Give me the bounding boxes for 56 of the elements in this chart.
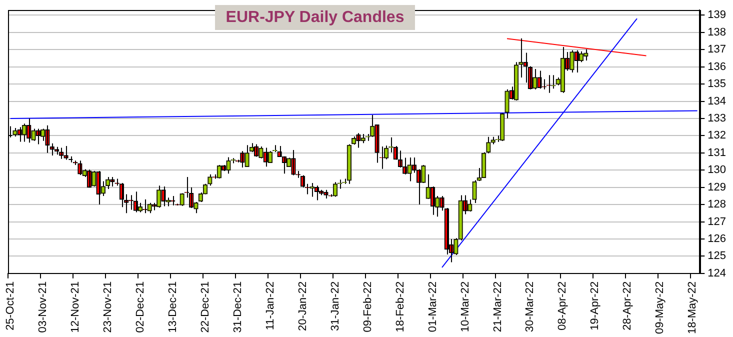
chart-title: EUR-JPY Daily Candles xyxy=(215,5,415,30)
x-tick-label: 13-Dec-21 xyxy=(166,281,179,333)
x-tick-label: 25-Oct-21 xyxy=(4,281,16,330)
candlestick xyxy=(472,180,477,204)
x-tick-label: 12-Nov-21 xyxy=(69,281,82,333)
x-tick-label: 22-Dec-21 xyxy=(199,281,212,333)
candlestick xyxy=(142,198,148,214)
x-tick-label: 21-Mar-22 xyxy=(492,281,504,332)
candlestick xyxy=(40,128,46,142)
y-tick-label: 126 xyxy=(708,233,726,246)
candlestick xyxy=(180,192,184,206)
x-tick-label: 08-Apr-22 xyxy=(556,281,569,330)
x-tick-label: 23-Nov-21 xyxy=(102,281,114,333)
candlestick xyxy=(64,146,68,160)
y-tick-label: 133 xyxy=(708,112,726,124)
candlestick xyxy=(258,146,264,159)
x-tick-label: 09-Feb-22 xyxy=(362,281,374,332)
y-tick-label: 138 xyxy=(708,26,726,38)
x-tick-label: 18-Feb-22 xyxy=(394,281,406,332)
y-tick-label: 130 xyxy=(708,164,726,176)
candlestick xyxy=(216,164,222,179)
y-tick-label: 131 xyxy=(708,146,726,159)
y-tick-label: 127 xyxy=(708,216,726,228)
x-tick-label: 11-Jan-22 xyxy=(264,281,276,330)
y-tick-label: 125 xyxy=(708,250,726,262)
x-tick-label: 20-Jan-22 xyxy=(296,281,309,331)
x-tick-label: 10-Mar-22 xyxy=(459,281,472,332)
candlestick xyxy=(22,123,27,142)
x-tick-label: 31-Dec-21 xyxy=(232,281,244,333)
y-tick-label: 124 xyxy=(708,267,726,280)
x-tick-label: 02-Dec-21 xyxy=(134,281,146,333)
candlestick xyxy=(226,156,231,174)
candlestick xyxy=(486,136,491,154)
y-tick-label: 136 xyxy=(708,60,726,73)
candlestick xyxy=(518,38,524,78)
candlestick xyxy=(332,182,338,198)
y-tick-label: 129 xyxy=(708,181,726,194)
x-tick-label: 28-Apr-22 xyxy=(622,281,634,330)
y-tick-label: 134 xyxy=(708,95,726,108)
x-tick-label: 01-Mar-22 xyxy=(426,281,439,332)
y-tick-label: 135 xyxy=(708,78,726,90)
x-tick-label: 30-Mar-22 xyxy=(524,281,536,332)
y-tick-label: 128 xyxy=(708,198,726,211)
x-tick-label: 09-May-22 xyxy=(654,281,666,334)
x-tick-label: 31-Jan-22 xyxy=(329,281,342,331)
candlestick xyxy=(128,194,134,210)
x-tick-label: 03-Nov-21 xyxy=(36,281,49,333)
candlestick xyxy=(570,50,574,73)
y-tick-label: 139 xyxy=(708,9,726,22)
x-tick-label: 18-May-22 xyxy=(686,281,699,334)
x-tick-label: 19-Apr-22 xyxy=(589,281,602,330)
y-tick-label: 132 xyxy=(708,130,726,142)
candlestick xyxy=(268,150,273,164)
y-tick-label: 137 xyxy=(708,44,726,56)
candlestick xyxy=(504,88,510,119)
candlestick xyxy=(208,174,212,186)
